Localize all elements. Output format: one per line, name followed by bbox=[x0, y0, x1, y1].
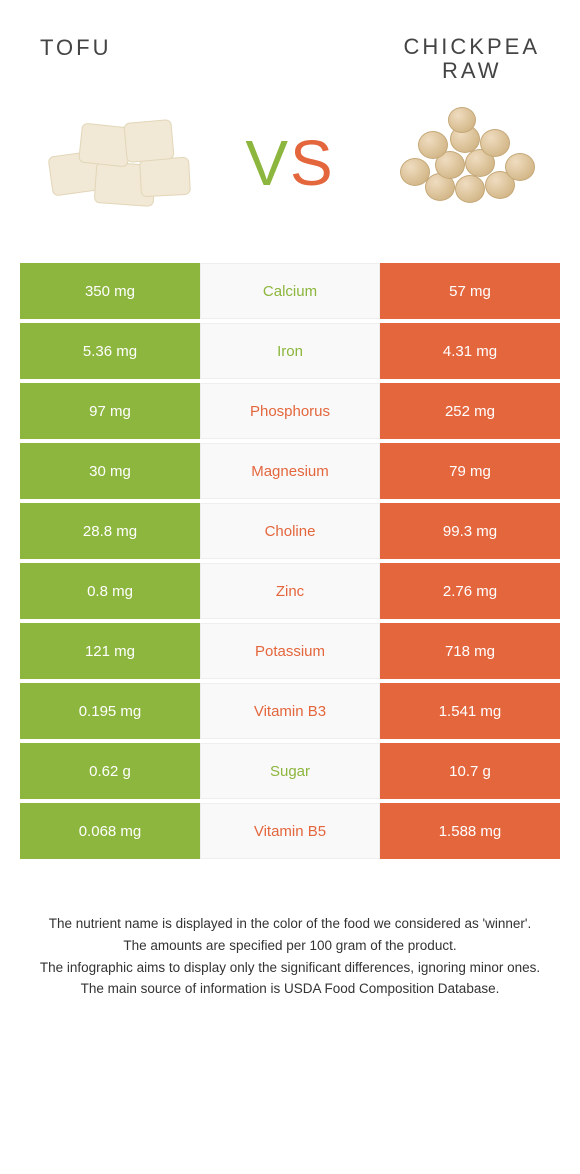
table-row: 0.068 mgVitamin B51.588 mg bbox=[20, 803, 560, 859]
nutrient-label: Sugar bbox=[200, 743, 380, 799]
right-value: 1.588 mg bbox=[380, 803, 560, 859]
right-value: 79 mg bbox=[380, 443, 560, 499]
nutrient-label: Iron bbox=[200, 323, 380, 379]
vs-s: S bbox=[290, 127, 335, 199]
table-row: 28.8 mgCholine99.3 mg bbox=[20, 503, 560, 559]
right-food-title-line2: RAW bbox=[404, 59, 540, 83]
hero-row: VS bbox=[0, 103, 580, 263]
nutrient-label: Vitamin B5 bbox=[200, 803, 380, 859]
footnotes: The nutrient name is displayed in the co… bbox=[0, 863, 580, 1049]
left-value: 28.8 mg bbox=[20, 503, 200, 559]
footnote-line: The main source of information is USDA F… bbox=[30, 978, 550, 1000]
vs-label: VS bbox=[245, 126, 334, 200]
nutrient-label: Vitamin B3 bbox=[200, 683, 380, 739]
right-value: 1.541 mg bbox=[380, 683, 560, 739]
left-value: 0.62 g bbox=[20, 743, 200, 799]
nutrient-label: Choline bbox=[200, 503, 380, 559]
right-value: 2.76 mg bbox=[380, 563, 560, 619]
nutrient-label: Calcium bbox=[200, 263, 380, 319]
right-value: 4.31 mg bbox=[380, 323, 560, 379]
left-value: 30 mg bbox=[20, 443, 200, 499]
footnote-line: The nutrient name is displayed in the co… bbox=[30, 913, 550, 935]
tofu-image bbox=[40, 103, 200, 223]
table-row: 0.62 gSugar10.7 g bbox=[20, 743, 560, 799]
left-food-title: TOFU bbox=[40, 35, 111, 83]
nutrient-label: Zinc bbox=[200, 563, 380, 619]
nutrient-label: Phosphorus bbox=[200, 383, 380, 439]
nutrient-label: Potassium bbox=[200, 623, 380, 679]
table-row: 0.8 mgZinc2.76 mg bbox=[20, 563, 560, 619]
chickpea-image bbox=[380, 103, 540, 223]
vs-v: V bbox=[245, 127, 290, 199]
comparison-table: 350 mgCalcium57 mg5.36 mgIron4.31 mg97 m… bbox=[0, 263, 580, 859]
nutrient-label: Magnesium bbox=[200, 443, 380, 499]
right-value: 57 mg bbox=[380, 263, 560, 319]
footnote-line: The infographic aims to display only the… bbox=[30, 957, 550, 979]
table-row: 5.36 mgIron4.31 mg bbox=[20, 323, 560, 379]
right-value: 10.7 g bbox=[380, 743, 560, 799]
left-value: 0.195 mg bbox=[20, 683, 200, 739]
table-row: 121 mgPotassium718 mg bbox=[20, 623, 560, 679]
table-row: 0.195 mgVitamin B31.541 mg bbox=[20, 683, 560, 739]
left-value: 5.36 mg bbox=[20, 323, 200, 379]
right-food-title-line1: CHICKPEA bbox=[404, 35, 540, 59]
left-value: 350 mg bbox=[20, 263, 200, 319]
footnote-line: The amounts are specified per 100 gram o… bbox=[30, 935, 550, 957]
left-value: 0.8 mg bbox=[20, 563, 200, 619]
right-value: 99.3 mg bbox=[380, 503, 560, 559]
left-value: 97 mg bbox=[20, 383, 200, 439]
right-value: 718 mg bbox=[380, 623, 560, 679]
right-food-title: CHICKPEA RAW bbox=[404, 35, 540, 83]
table-row: 350 mgCalcium57 mg bbox=[20, 263, 560, 319]
left-value: 0.068 mg bbox=[20, 803, 200, 859]
table-row: 97 mgPhosphorus252 mg bbox=[20, 383, 560, 439]
left-value: 121 mg bbox=[20, 623, 200, 679]
right-value: 252 mg bbox=[380, 383, 560, 439]
table-row: 30 mgMagnesium79 mg bbox=[20, 443, 560, 499]
